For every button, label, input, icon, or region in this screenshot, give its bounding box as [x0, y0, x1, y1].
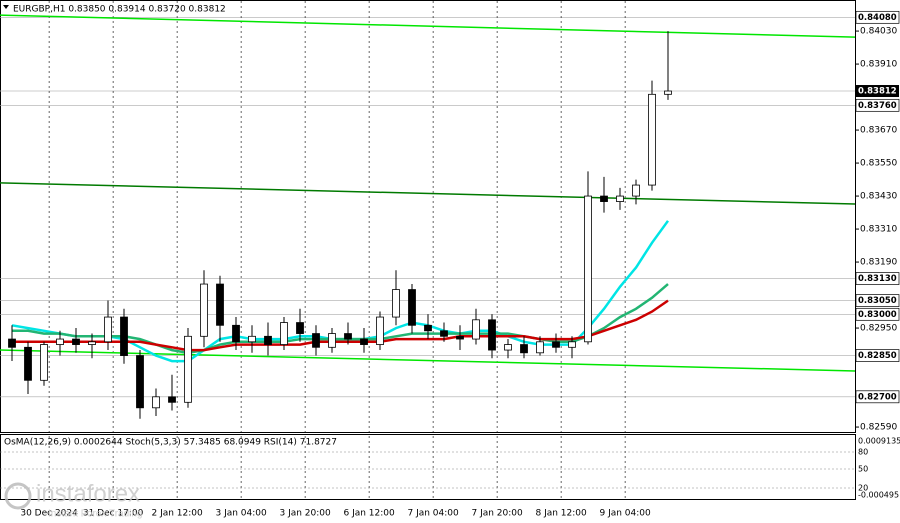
- y-tick-label: 0.83670: [860, 126, 897, 136]
- candle-body: [440, 330, 448, 337]
- level-box: [855, 390, 900, 404]
- candle-body: [280, 322, 288, 345]
- candle-body: [136, 355, 144, 409]
- candle-body: [296, 322, 304, 334]
- indicator-panel: [0, 434, 856, 500]
- candle-body: [472, 319, 480, 340]
- trendline: [0, 182, 856, 205]
- x-tick-label: 30 Dec 2024: [20, 509, 78, 519]
- candle-body: [504, 344, 512, 351]
- candle-body: [568, 341, 576, 348]
- y-tick-label: 0.84030: [860, 27, 897, 37]
- level-box: [855, 349, 900, 362]
- level-label: 0.83050: [858, 296, 897, 306]
- candle-body: [40, 344, 48, 381]
- candle-body: [184, 335, 192, 403]
- candle-body: [536, 341, 544, 354]
- candle-body: [72, 338, 80, 345]
- trendline: [0, 14, 856, 38]
- indicator-axis-label: 80: [858, 448, 868, 457]
- candle-body: [248, 335, 256, 343]
- candle-body: [328, 333, 336, 348]
- watermark: instaforex Instant Forex Trading: [4, 480, 143, 520]
- current-price-label: 0.83812: [858, 87, 897, 97]
- candle-body: [104, 316, 112, 343]
- x-tick-label: 7 Jan 20:00: [471, 509, 523, 519]
- indicator-axis-label: -0.000495: [858, 491, 899, 500]
- candle-body: [344, 333, 352, 340]
- candle-body: [520, 344, 528, 354]
- candle-body: [584, 195, 592, 343]
- watermark-brand: instaforex: [36, 480, 140, 507]
- candle-body: [120, 316, 128, 356]
- y-tick-label: 0.82590: [860, 423, 897, 433]
- menu-arrow: [3, 5, 9, 9]
- candle-body: [168, 396, 176, 403]
- indicator-axis-label: 50: [858, 465, 868, 474]
- y-tick-label: 0.83310: [860, 225, 897, 235]
- x-tick-label: 2 Jan 12:00: [151, 509, 203, 519]
- candle-body: [392, 289, 400, 318]
- indicator-axis-label: 0.0009135: [858, 437, 900, 446]
- chart-title: EURGBP,H1 0.83850 0.83914 0.83720 0.8381…: [13, 5, 226, 15]
- x-tick-label: 8 Jan 12:00: [535, 509, 587, 519]
- level-label: 0.84080: [858, 13, 897, 23]
- x-tick-label: 9 Jan 04:00: [599, 509, 651, 519]
- candle-body: [664, 90, 672, 95]
- candle-body: [648, 93, 656, 186]
- level-box: [855, 272, 900, 285]
- level-box: [855, 307, 900, 321]
- y-tick-label: 0.83430: [860, 192, 897, 202]
- y-tick-label: 0.82950: [860, 324, 897, 334]
- axis: 0.84030 0.83910 0.83670 0.83550 0.83430 0.833…: [20, 10, 900, 519]
- x-tick-label: 6 Jan 12:00: [343, 509, 395, 519]
- candle-body: [232, 324, 240, 343]
- main-panel: [0, 0, 856, 433]
- candle-body: [456, 335, 464, 340]
- level-label: 0.82850: [858, 351, 897, 361]
- watermark-logo: [4, 482, 32, 510]
- x-tick-label: 7 Jan 04:00: [407, 509, 459, 519]
- current-price-box: [856, 85, 899, 98]
- candle-body: [552, 341, 560, 348]
- candle-body: [632, 184, 640, 197]
- watermark-tagline: Instant Forex Trading: [48, 509, 143, 520]
- level-label: 0.82700: [858, 392, 897, 402]
- candle-body: [216, 283, 224, 326]
- y-tick-label: 0.83190: [860, 258, 897, 268]
- candle-body: [376, 316, 384, 345]
- candle-body: [88, 341, 96, 345]
- candle-body: [488, 319, 496, 351]
- level-box: [855, 294, 900, 307]
- candle-body: [360, 338, 368, 345]
- plot: [0, 14, 856, 419]
- x-tick-label: 3 Jan 04:00: [215, 509, 267, 519]
- candle-body: [264, 335, 272, 345]
- candle-body: [200, 283, 208, 337]
- candle-body: [24, 346, 32, 381]
- indicator-title: OsMA(12,26,9) 0.0002644 Stoch(5,3,3) 57.…: [4, 438, 337, 448]
- candle-body: [8, 338, 16, 348]
- candle-body: [600, 195, 608, 202]
- level-label: 0.83130: [858, 274, 897, 284]
- candle-body: [312, 333, 320, 348]
- candle-body: [152, 396, 160, 409]
- indicator-axis-label: 20: [858, 484, 868, 493]
- y-tick-label: 0.83910: [860, 60, 897, 70]
- x-tick-label: 31 Dec 17:00: [83, 509, 144, 519]
- trendline: [0, 349, 856, 372]
- candle-body: [56, 338, 64, 345]
- y-tick-label: 0.83550: [860, 159, 897, 169]
- level-label: 0.83760: [858, 101, 897, 111]
- candle-body: [616, 195, 624, 202]
- x-tick-label: 3 Jan 20:00: [279, 509, 331, 519]
- candle-body: [408, 289, 416, 326]
- level-box: [855, 98, 900, 112]
- candle-body: [424, 324, 432, 332]
- level-box: [855, 10, 900, 24]
- level-label: 0.83000: [858, 310, 897, 320]
